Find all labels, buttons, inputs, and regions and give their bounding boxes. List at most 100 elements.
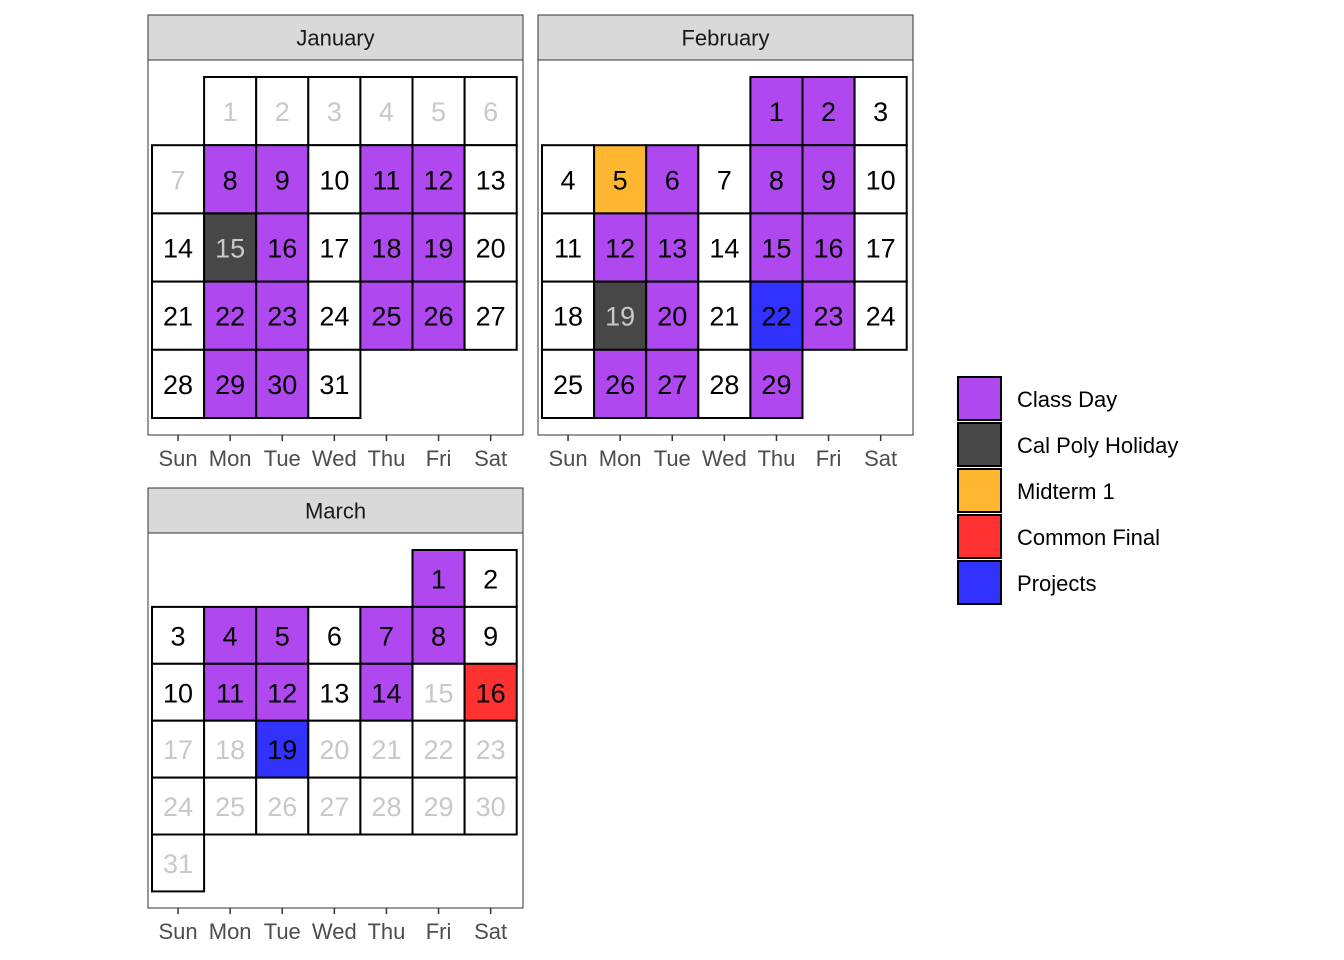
legend-label: Midterm 1: [1017, 479, 1115, 504]
day-cell: [801, 280, 856, 351]
day-cell: [463, 212, 518, 283]
day-label: 4: [379, 97, 394, 127]
day-cell: [853, 144, 908, 215]
day-label: 27: [319, 792, 349, 822]
day-label: 18: [553, 302, 583, 332]
day-label: 28: [709, 370, 739, 400]
day-label: 11: [554, 234, 582, 264]
day-label: 13: [319, 678, 349, 708]
day-label: 17: [163, 735, 193, 765]
day-label: 19: [605, 302, 635, 332]
day-label: 23: [476, 735, 506, 765]
day-label: 8: [223, 165, 238, 195]
day-label: 10: [866, 165, 896, 195]
weekday-tick-label: Mon: [209, 446, 252, 471]
day-cell: [307, 212, 362, 283]
day-cell: [697, 280, 752, 351]
legend-key-class-day: [957, 376, 1002, 421]
day-cell: [463, 776, 518, 836]
day-cell: [645, 348, 700, 419]
day-label: 30: [476, 792, 506, 822]
day-label: 5: [613, 165, 628, 195]
day-label: 28: [163, 370, 193, 400]
weekday-tick-label: Sun: [158, 446, 197, 471]
day-cell: [411, 212, 466, 283]
month-title: February: [681, 26, 769, 51]
weekday-tick-label: Thu: [757, 446, 795, 471]
day-label: 4: [223, 621, 238, 651]
month-title: March: [305, 499, 366, 524]
day-cell: [463, 280, 518, 351]
day-label: 26: [605, 370, 635, 400]
day-cell: [307, 605, 362, 665]
day-label: 24: [163, 792, 193, 822]
weekday-tick-label: Sat: [474, 446, 507, 471]
weekday-tick-label: Fri: [816, 446, 842, 471]
day-cell: [463, 662, 518, 722]
day-cell: [151, 280, 206, 351]
day-cell: [203, 605, 258, 665]
day-label: 11: [216, 678, 244, 708]
day-label: 17: [319, 234, 349, 264]
day-label: 3: [873, 97, 888, 127]
day-label: 23: [267, 302, 297, 332]
day-label: 27: [476, 302, 506, 332]
day-label: 24: [866, 302, 896, 332]
day-label: 7: [379, 621, 394, 651]
day-label: 12: [605, 234, 635, 264]
day-label: 12: [424, 165, 454, 195]
day-label: 10: [163, 678, 193, 708]
day-label: 15: [215, 234, 245, 264]
day-label: 25: [215, 792, 245, 822]
day-label: 27: [657, 370, 687, 400]
day-cell: [359, 280, 414, 351]
weekday-tick-label: Mon: [209, 919, 252, 944]
day-label: 5: [431, 97, 446, 127]
day-label: 22: [424, 735, 454, 765]
weekday-tick-label: Tue: [264, 919, 301, 944]
weekday-tick-label: Tue: [654, 446, 691, 471]
day-cell: [853, 76, 908, 147]
day-label: 30: [267, 370, 297, 400]
day-cell: [359, 212, 414, 283]
day-label: 9: [483, 621, 498, 651]
day-label: 26: [267, 792, 297, 822]
day-cell: [307, 144, 362, 215]
month-title: January: [296, 26, 374, 51]
day-label: 18: [215, 735, 245, 765]
legend-label: Projects: [1017, 571, 1096, 596]
day-label: 21: [371, 735, 401, 765]
day-label: 31: [163, 849, 193, 879]
legend-key-projects: [957, 560, 1002, 605]
day-label: 16: [476, 678, 506, 708]
legend-label: Common Final: [1017, 525, 1160, 550]
day-label: 20: [476, 234, 506, 264]
weekday-tick-label: Wed: [312, 919, 357, 944]
day-cell: [801, 76, 856, 147]
day-cell: [411, 280, 466, 351]
day-cell: [203, 776, 258, 836]
day-label: 26: [424, 302, 454, 332]
day-label: 19: [424, 234, 454, 264]
day-label: 15: [761, 234, 791, 264]
day-cell: [255, 776, 310, 836]
month-strip: [147, 487, 524, 534]
weekday-tick-label: Tue: [264, 446, 301, 471]
day-cell: [593, 212, 648, 283]
day-label: 29: [424, 792, 454, 822]
day-label: 9: [275, 165, 290, 195]
day-cell: [411, 605, 466, 665]
day-label: 14: [371, 678, 401, 708]
day-cell: [359, 776, 414, 836]
day-cell: [151, 212, 206, 283]
weekday-tick-label: Thu: [367, 919, 405, 944]
day-label: 6: [483, 97, 498, 127]
weekday-tick-label: Fri: [426, 919, 452, 944]
day-cell: [463, 76, 518, 147]
weekday-tick-label: Fri: [426, 446, 452, 471]
day-cell: [463, 719, 518, 779]
day-cell: [307, 719, 362, 779]
weekday-tick-label: Sun: [548, 446, 587, 471]
day-label: 14: [709, 234, 739, 264]
